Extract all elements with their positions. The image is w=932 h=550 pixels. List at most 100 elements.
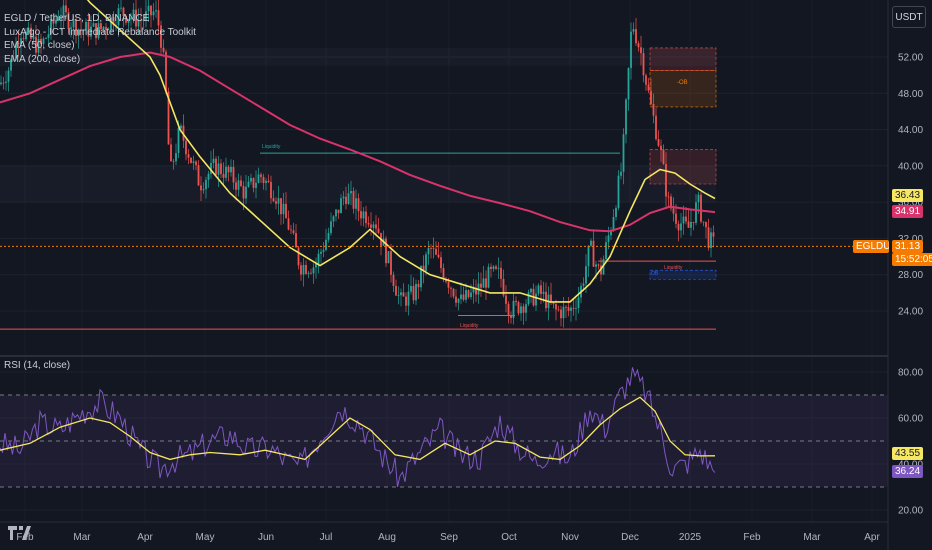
candle-body	[387, 251, 390, 264]
candle-body	[705, 221, 707, 228]
candle-body	[312, 267, 315, 274]
last-price-tag: 31.13	[892, 240, 924, 253]
candle-body	[247, 181, 250, 187]
candle-body	[42, 38, 45, 45]
time-tick-label: Sep	[440, 532, 458, 543]
candle-body	[130, 17, 132, 20]
time-tick-label: Apr	[864, 532, 880, 543]
price-tick-label: 52.00	[898, 53, 923, 64]
candle-body	[475, 288, 477, 295]
candle-body	[322, 249, 325, 252]
candle-body	[405, 296, 407, 306]
candle-body	[647, 84, 650, 91]
candle-body	[712, 232, 715, 237]
candle-body	[447, 281, 450, 288]
candle-body	[627, 68, 630, 100]
candle-body	[685, 216, 687, 222]
candle-body	[222, 173, 225, 178]
indicator-luxalgo[interactable]: LuxAlgo - ICT Immediate Rebalance Toolki…	[4, 26, 196, 38]
candle-body	[20, 38, 22, 45]
candle-body	[145, 11, 147, 21]
candle-body	[50, 18, 52, 35]
candle-body	[637, 43, 640, 48]
zone-box	[649, 269, 717, 280]
candle-body	[75, 19, 77, 36]
candle-body	[672, 208, 675, 214]
candle-body	[392, 274, 395, 286]
candle-body	[502, 278, 505, 296]
candle-body	[325, 239, 327, 250]
rsi-tick-label: 80.00	[898, 368, 923, 379]
candle-body	[82, 30, 85, 32]
candle-body	[467, 290, 470, 298]
currency-button[interactable]: USDT	[892, 6, 926, 28]
symbol-title[interactable]: EGLD / TetherUS, 1D, BINANCE	[4, 13, 150, 24]
candle-body	[430, 247, 432, 249]
candle-body	[400, 292, 402, 296]
candle-body	[590, 240, 592, 246]
candle-body	[632, 29, 635, 32]
candle-body	[595, 264, 597, 267]
chart-legend: EGLD / TetherUS, 1D, BINANCE LuxAlgo - I…	[4, 12, 196, 66]
candle-body	[127, 19, 130, 23]
candle-body	[675, 213, 677, 224]
price-axis[interactable]: 24.00 28.00 32.00 36.00 40.00 44.00 48.00 52.00	[898, 53, 923, 318]
candle-body	[525, 304, 527, 313]
candle-body	[230, 166, 232, 173]
candle-body	[315, 264, 317, 268]
candle-body	[327, 233, 330, 240]
candle-body	[85, 21, 87, 31]
candle-body	[320, 251, 322, 254]
indicator-rsi[interactable]: RSI (14, close)	[4, 360, 71, 371]
candle-body	[355, 198, 357, 209]
grid-lines	[0, 56, 888, 511]
candle-body	[530, 288, 532, 293]
candle-body	[692, 221, 695, 223]
indicator-ema50[interactable]: EMA (50, close)	[4, 40, 75, 51]
candle-body	[607, 235, 610, 243]
candle-body	[217, 163, 220, 175]
candle-body	[592, 240, 595, 267]
candle-body	[52, 18, 55, 24]
candle-body	[112, 17, 115, 26]
candle-body	[347, 193, 350, 204]
time-axis[interactable]: FebMarAprMayJunJulAugSepOctNovDec2025Feb…	[16, 532, 880, 543]
candle-body	[670, 196, 672, 209]
candle-body	[287, 218, 290, 230]
rsi-tick-label: 20.00	[898, 506, 923, 517]
candle-body	[420, 265, 422, 288]
candle-body	[7, 70, 10, 82]
candle-body	[172, 161, 175, 163]
candle-body	[302, 264, 305, 275]
candle-body	[480, 283, 482, 288]
indicator-ema200[interactable]: EMA (200, close)	[4, 53, 81, 65]
candle-body	[410, 285, 412, 292]
candle-body	[210, 162, 212, 174]
candle-body	[32, 36, 35, 39]
candle-body	[25, 31, 27, 40]
candle-body	[37, 38, 40, 53]
candle-body	[242, 186, 245, 199]
candle-body	[655, 115, 657, 139]
candle-body	[300, 265, 302, 275]
time-tick-label: 2025	[679, 532, 702, 543]
candle-body	[165, 51, 167, 92]
candle-body	[662, 149, 665, 164]
candle-body	[587, 245, 590, 267]
candle-body	[487, 266, 490, 288]
candle-body	[225, 166, 227, 178]
candle-body	[552, 302, 555, 305]
candle-body	[157, 10, 160, 26]
tradingview-logo[interactable]	[8, 526, 36, 542]
candle-body	[642, 53, 645, 76]
candle-body	[255, 182, 257, 188]
candle-body	[390, 251, 392, 275]
candle-body	[147, 5, 150, 12]
candle-body	[15, 43, 17, 59]
candle-body	[700, 194, 702, 222]
candle-body	[622, 134, 625, 172]
candle-body	[550, 294, 552, 303]
candle-body	[0, 82, 2, 85]
time-tick-label: Jul	[320, 532, 333, 543]
